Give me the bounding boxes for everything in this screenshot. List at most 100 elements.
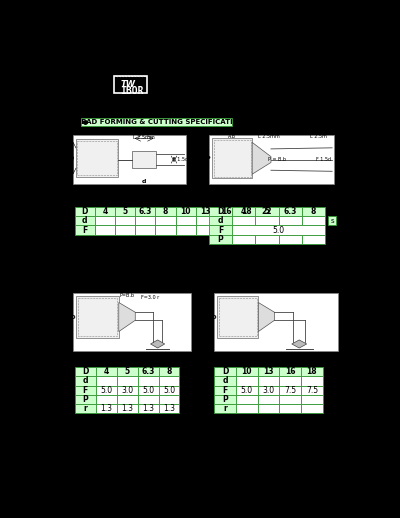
Bar bbox=[255, 207, 279, 216]
Bar bbox=[209, 235, 232, 244]
Bar bbox=[209, 225, 232, 235]
Bar bbox=[155, 216, 176, 225]
Text: D: D bbox=[222, 367, 228, 376]
Bar bbox=[258, 385, 280, 395]
Bar bbox=[75, 216, 95, 225]
Text: 8: 8 bbox=[311, 207, 316, 216]
Bar bbox=[258, 395, 280, 404]
Bar bbox=[95, 225, 115, 235]
Bar bbox=[214, 385, 236, 395]
Text: D: D bbox=[211, 314, 216, 320]
Text: 10: 10 bbox=[242, 367, 252, 376]
Bar bbox=[236, 207, 256, 216]
Bar bbox=[75, 367, 96, 376]
Bar bbox=[302, 216, 325, 225]
Bar bbox=[279, 395, 301, 404]
Bar bbox=[216, 207, 236, 216]
Polygon shape bbox=[258, 303, 274, 332]
Text: 5: 5 bbox=[264, 207, 270, 216]
Text: 3.0: 3.0 bbox=[262, 386, 275, 395]
Bar bbox=[176, 216, 196, 225]
Polygon shape bbox=[150, 340, 165, 348]
Bar bbox=[328, 216, 336, 225]
Text: D: D bbox=[68, 155, 74, 161]
Text: IBOR: IBOR bbox=[120, 86, 144, 96]
Bar bbox=[155, 225, 176, 235]
Bar bbox=[158, 404, 180, 413]
Bar bbox=[75, 395, 96, 404]
Text: 5: 5 bbox=[123, 207, 128, 216]
Bar bbox=[95, 207, 115, 216]
Text: d: d bbox=[142, 179, 146, 184]
Bar bbox=[75, 376, 96, 385]
Text: ’: ’ bbox=[130, 80, 132, 86]
Text: 16: 16 bbox=[221, 207, 231, 216]
Bar bbox=[135, 207, 155, 216]
Bar bbox=[115, 216, 135, 225]
Text: 7.5: 7.5 bbox=[306, 386, 318, 395]
Text: D: D bbox=[82, 207, 88, 216]
Text: 1.3: 1.3 bbox=[100, 404, 112, 413]
Text: P: P bbox=[218, 235, 223, 244]
Bar bbox=[236, 404, 258, 413]
Bar bbox=[95, 216, 115, 225]
Bar bbox=[96, 385, 117, 395]
Bar bbox=[176, 207, 196, 216]
Bar bbox=[301, 385, 323, 395]
Bar bbox=[138, 404, 158, 413]
Bar bbox=[138, 367, 158, 376]
Bar bbox=[232, 207, 255, 216]
Polygon shape bbox=[119, 303, 135, 332]
Bar bbox=[75, 207, 95, 216]
Bar bbox=[135, 225, 155, 235]
Bar bbox=[138, 395, 158, 404]
Bar bbox=[232, 216, 255, 225]
Bar bbox=[236, 385, 258, 395]
Bar bbox=[214, 404, 236, 413]
Text: 5: 5 bbox=[124, 367, 130, 376]
Bar bbox=[258, 367, 280, 376]
Text: L 2.5mm: L 2.5mm bbox=[133, 135, 155, 140]
Text: A.B: A.B bbox=[228, 134, 236, 139]
Bar bbox=[232, 225, 325, 235]
Text: 5.0: 5.0 bbox=[272, 225, 285, 235]
Bar bbox=[218, 296, 258, 338]
Bar bbox=[258, 376, 280, 385]
Text: s: s bbox=[330, 218, 334, 224]
Text: 5.0: 5.0 bbox=[142, 386, 154, 395]
Bar bbox=[214, 376, 236, 385]
Polygon shape bbox=[252, 142, 271, 174]
Bar bbox=[115, 207, 135, 216]
Text: F 1.5d: F 1.5d bbox=[316, 157, 331, 162]
Bar bbox=[216, 216, 236, 225]
Text: TW: TW bbox=[120, 80, 136, 89]
Bar bbox=[301, 376, 323, 385]
Bar bbox=[77, 141, 117, 176]
Bar bbox=[236, 216, 256, 225]
Bar bbox=[255, 216, 279, 225]
Text: L 2.5mm: L 2.5mm bbox=[258, 134, 280, 139]
Bar bbox=[236, 225, 256, 235]
Bar bbox=[73, 135, 186, 184]
Polygon shape bbox=[292, 340, 307, 348]
Text: 4: 4 bbox=[104, 367, 109, 376]
Text: r: r bbox=[223, 404, 227, 413]
Bar bbox=[117, 376, 138, 385]
Text: 8: 8 bbox=[163, 207, 168, 216]
Text: 3.0: 3.0 bbox=[121, 386, 133, 395]
Text: F: F bbox=[222, 386, 228, 395]
Text: 18: 18 bbox=[241, 207, 251, 216]
Bar bbox=[302, 207, 325, 216]
Text: 1.3: 1.3 bbox=[121, 404, 133, 413]
Bar bbox=[279, 376, 301, 385]
Bar bbox=[258, 404, 280, 413]
Text: 6.3: 6.3 bbox=[139, 207, 152, 216]
Bar bbox=[279, 404, 301, 413]
Text: P: P bbox=[205, 156, 210, 161]
Bar bbox=[279, 216, 302, 225]
Bar bbox=[158, 367, 180, 376]
Text: 16: 16 bbox=[285, 367, 296, 376]
Text: r: r bbox=[83, 404, 87, 413]
Bar bbox=[73, 293, 191, 351]
Bar bbox=[135, 216, 155, 225]
